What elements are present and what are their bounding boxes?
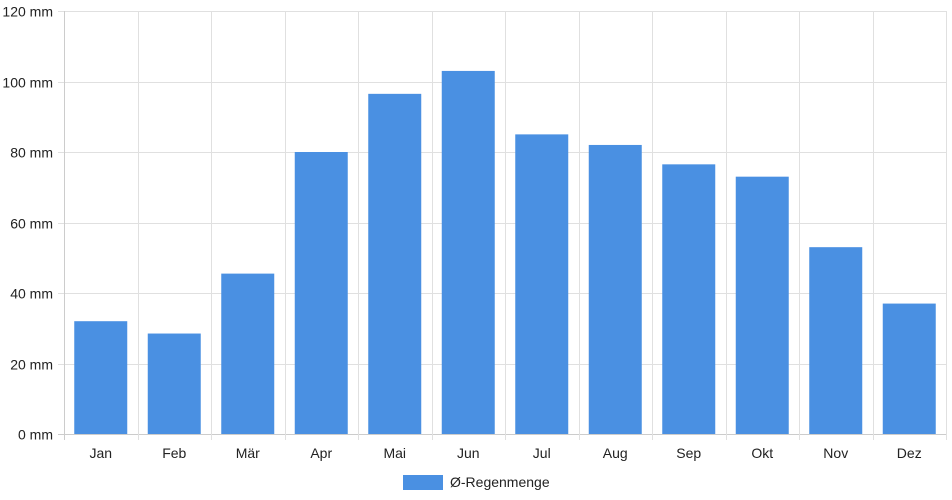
y-tick-label: 80 mm xyxy=(10,145,53,161)
x-tick-label: Mär xyxy=(236,445,260,461)
bar[interactable] xyxy=(294,152,348,434)
bar[interactable] xyxy=(588,144,642,434)
bar[interactable] xyxy=(882,303,936,434)
bars-layer xyxy=(74,70,936,435)
y-tick-label: 60 mm xyxy=(10,216,53,232)
bar[interactable] xyxy=(441,70,495,435)
y-tick-label: 100 mm xyxy=(2,75,53,91)
bar[interactable] xyxy=(147,333,201,434)
bar[interactable] xyxy=(368,93,422,435)
x-tick-label: Jul xyxy=(533,445,551,461)
x-tick-label: Sep xyxy=(676,445,701,461)
legend-swatch xyxy=(403,475,443,490)
bar[interactable] xyxy=(515,134,569,434)
x-tick-label: Apr xyxy=(310,445,332,461)
grid-layer xyxy=(58,11,947,440)
x-tick-label: Dez xyxy=(897,445,922,461)
bar[interactable] xyxy=(221,273,275,434)
x-tick-label: Aug xyxy=(603,445,628,461)
legend[interactable]: Ø-Regenmenge xyxy=(403,474,550,490)
x-tick-label: Nov xyxy=(823,445,848,461)
bar[interactable] xyxy=(662,164,716,434)
bar[interactable] xyxy=(735,176,789,435)
y-tick-label: 0 mm xyxy=(18,427,53,443)
bar[interactable] xyxy=(809,247,863,434)
y-tick-label: 120 mm xyxy=(2,4,53,20)
y-tick-label: 40 mm xyxy=(10,286,53,302)
x-axis-ticks: Jan Feb Mär Apr Mai Jun Jul Aug Sep Okt Nov Dez xyxy=(89,445,921,461)
bar[interactable] xyxy=(74,321,128,434)
x-tick-label: Jan xyxy=(89,445,112,461)
y-tick-label: 20 mm xyxy=(10,357,53,373)
x-tick-label: Jun xyxy=(457,445,480,461)
x-tick-label: Okt xyxy=(751,445,773,461)
x-tick-label: Feb xyxy=(162,445,186,461)
y-axis-ticks: 0 mm 20 mm 40 mm 60 mm 80 mm 100 mm 120 mm xyxy=(2,4,53,443)
legend-label: Ø-Regenmenge xyxy=(450,474,550,490)
x-tick-label: Mai xyxy=(383,445,406,461)
